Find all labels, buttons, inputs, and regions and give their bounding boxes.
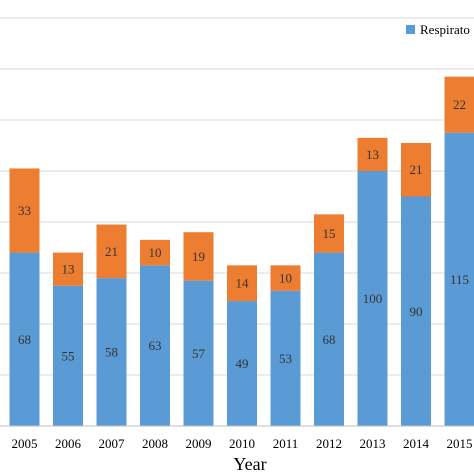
bar-value-label: 58 xyxy=(105,345,118,360)
legend-label: Respirato xyxy=(420,22,470,37)
x-tick-label: 2005 xyxy=(12,436,38,451)
x-axis-title: Year xyxy=(233,454,266,474)
bar-segment-lower xyxy=(314,252,344,426)
bar-segment-upper xyxy=(357,137,388,171)
bar-value-label: 57 xyxy=(192,346,206,361)
bar-segment-lower xyxy=(9,252,40,426)
bar-value-label: 19 xyxy=(192,249,205,264)
x-tick-label: 2009 xyxy=(186,436,212,451)
bar-series: 68 33 55 13 58 21 63 10 57 19 49 14 53 10 68 15 100 13 90 2… xyxy=(9,76,474,426)
legend-swatch xyxy=(406,25,415,34)
bar-segment-lower xyxy=(401,196,431,426)
bar-value-label: 21 xyxy=(105,244,118,259)
bar-value-label: 55 xyxy=(62,348,75,363)
bar-value-label: 13 xyxy=(62,262,75,277)
x-tick-label: 2015 xyxy=(447,436,473,451)
bar-value-label: 68 xyxy=(18,332,31,347)
x-tick-label: 2007 xyxy=(99,436,126,451)
bar-value-label: 49 xyxy=(236,356,249,371)
bar-segment-upper xyxy=(9,168,40,253)
bar-value-label: 14 xyxy=(236,276,250,291)
bar-value-label: 63 xyxy=(149,338,162,353)
bar-segment-lower xyxy=(183,280,214,426)
bar-segment-upper xyxy=(401,142,431,197)
x-tick-label: 2013 xyxy=(360,436,386,451)
legend: Respirato xyxy=(406,22,470,37)
bar-value-label: 10 xyxy=(149,245,162,260)
bar-value-label: 10 xyxy=(279,271,292,286)
bar-value-label: 115 xyxy=(450,272,469,287)
x-tick-label: 2014 xyxy=(403,436,430,451)
bar-value-label: 22 xyxy=(453,97,466,112)
bar-segment-lower xyxy=(53,285,83,426)
bar-segment-upper xyxy=(140,239,170,266)
bar-value-label: 90 xyxy=(410,304,423,319)
x-tick-label: 2011 xyxy=(273,436,299,451)
bar-segment-lower xyxy=(96,278,127,426)
bar-segment-upper xyxy=(183,232,214,281)
bar-value-label: 68 xyxy=(323,332,336,347)
bar-segment-upper xyxy=(314,214,344,253)
bar-segment-lower xyxy=(227,301,257,426)
x-tick-label: 2008 xyxy=(142,436,168,451)
bar-value-label: 33 xyxy=(18,203,31,218)
bar-value-label: 13 xyxy=(366,147,379,162)
bar-value-label: 21 xyxy=(410,162,423,177)
bar-segment-upper xyxy=(444,76,474,133)
bar-value-label: 100 xyxy=(363,291,383,306)
bar-segment-lower xyxy=(357,171,388,426)
bar-segment-lower xyxy=(140,265,170,426)
bar-value-label: 15 xyxy=(323,226,336,241)
bar-segment-lower xyxy=(270,290,301,426)
bar-value-label: 53 xyxy=(279,351,292,366)
x-tick-label: 2012 xyxy=(316,436,342,451)
x-tick-label: 2006 xyxy=(55,436,82,451)
bar-segment-upper xyxy=(270,265,301,291)
bar-segment-upper xyxy=(53,252,83,286)
bar-segment-upper xyxy=(227,265,257,302)
x-tick-labels: 2005 2006 2007 2008 2009 2010 2011 2012 2013 2014… xyxy=(12,436,473,451)
bar-segment-upper xyxy=(96,224,127,279)
x-tick-label: 2010 xyxy=(229,436,255,451)
bar-segment-lower xyxy=(444,132,474,426)
